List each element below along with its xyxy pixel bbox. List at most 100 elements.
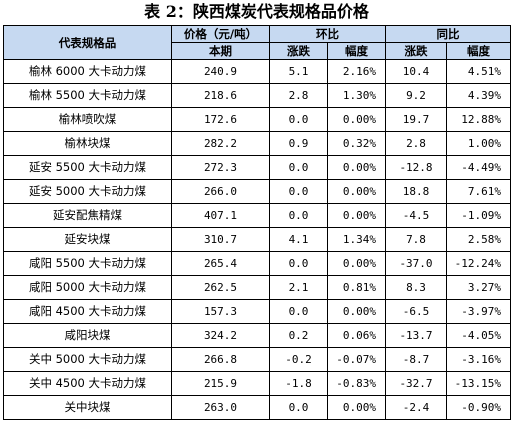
table-row: 延安配焦精煤 407.1 0.0 0.00% -4.5 -1.09%	[3, 203, 511, 228]
cell-price: 263.0	[171, 395, 270, 420]
cell-mom-change: 0.0	[269, 395, 328, 420]
cell-name: 关中 5000 大卡动力煤	[3, 347, 172, 372]
cell-price: 324.2	[171, 323, 270, 348]
table-row: 榆林喷吹煤 172.6 0.0 0.00% 19.7 12.88%	[3, 107, 511, 132]
cell-yoy-pct: 2.58%	[446, 227, 511, 252]
cell-yoy-change: 8.3	[385, 275, 447, 300]
cell-mom-pct: 2.16%	[327, 59, 386, 84]
header-mom-change: 涨跌	[269, 42, 328, 60]
cell-mom-change: 0.0	[269, 299, 328, 324]
cell-mom-pct: -0.83%	[327, 371, 386, 396]
cell-mom-pct: 0.00%	[327, 203, 386, 228]
cell-price: 282.2	[171, 131, 270, 156]
cell-yoy-change: -8.7	[385, 347, 447, 372]
cell-name: 延安块煤	[3, 227, 172, 252]
cell-yoy-change: -2.4	[385, 395, 447, 420]
cell-mom-change: 0.0	[269, 179, 328, 204]
table-row: 咸阳块煤 324.2 0.2 0.06% -13.7 -4.05%	[3, 323, 511, 348]
header-yoy-change: 涨跌	[385, 42, 447, 60]
cell-yoy-pct: -4.49%	[446, 155, 511, 180]
cell-mom-pct: 0.00%	[327, 155, 386, 180]
cell-mom-pct: 1.30%	[327, 83, 386, 108]
table-row: 榆林 5500 大卡动力煤 218.6 2.8 1.30% 9.2 4.39%	[3, 83, 511, 108]
cell-price: 310.7	[171, 227, 270, 252]
table-row: 咸阳 5000 大卡动力煤 262.5 2.1 0.81% 8.3 3.27%	[3, 275, 511, 300]
header-yoy: 同比	[385, 25, 511, 43]
table-row: 榆林块煤 282.2 0.9 0.32% 2.8 1.00%	[3, 131, 511, 156]
cell-mom-change: 0.9	[269, 131, 328, 156]
cell-mom-change: 0.0	[269, 107, 328, 132]
cell-mom-change: 5.1	[269, 59, 328, 84]
cell-price: 266.8	[171, 347, 270, 372]
cell-yoy-change: -13.7	[385, 323, 447, 348]
cell-yoy-change: -4.5	[385, 203, 447, 228]
cell-mom-change: 0.2	[269, 323, 328, 348]
cell-name: 延安 5500 大卡动力煤	[3, 155, 172, 180]
cell-yoy-pct: -3.97%	[446, 299, 511, 324]
cell-mom-change: 2.8	[269, 83, 328, 108]
table-row: 延安块煤 310.7 4.1 1.34% 7.8 2.58%	[3, 227, 511, 252]
cell-mom-change: 0.0	[269, 251, 328, 276]
cell-yoy-pct: -12.24%	[446, 251, 511, 276]
table-row: 咸阳 5500 大卡动力煤 265.4 0.0 0.00% -37.0 -12.24%	[3, 251, 511, 276]
cell-mom-change: -1.8	[269, 371, 328, 396]
cell-yoy-pct: -1.09%	[446, 203, 511, 228]
header-period: 本期	[171, 42, 270, 60]
cell-price: 266.0	[171, 179, 270, 204]
cell-name: 延安配焦精煤	[3, 203, 172, 228]
header-name: 代表规格品	[3, 25, 172, 60]
cell-name: 咸阳 5000 大卡动力煤	[3, 275, 172, 300]
cell-name: 榆林 5500 大卡动力煤	[3, 83, 172, 108]
cell-name: 榆林 6000 大卡动力煤	[3, 59, 172, 84]
cell-name: 榆林喷吹煤	[3, 107, 172, 132]
table-row: 榆林 6000 大卡动力煤 240.9 5.1 2.16% 10.4 4.51%	[3, 59, 511, 84]
cell-mom-pct: 0.00%	[327, 299, 386, 324]
header-mom: 环比	[269, 25, 386, 43]
cell-yoy-change: -12.8	[385, 155, 447, 180]
cell-mom-change: -0.2	[269, 347, 328, 372]
cell-yoy-change: 19.7	[385, 107, 447, 132]
cell-mom-pct: 0.32%	[327, 131, 386, 156]
cell-mom-pct: 0.06%	[327, 323, 386, 348]
table-row: 关中 4500 大卡动力煤 215.9 -1.8 -0.83% -32.7 -13.15%	[3, 371, 511, 396]
cell-price: 262.5	[171, 275, 270, 300]
cell-price: 215.9	[171, 371, 270, 396]
cell-name: 咸阳 4500 大卡动力煤	[3, 299, 172, 324]
cell-price: 157.3	[171, 299, 270, 324]
cell-mom-pct: 1.34%	[327, 227, 386, 252]
cell-mom-pct: 0.00%	[327, 395, 386, 420]
cell-price: 218.6	[171, 83, 270, 108]
cell-mom-pct: 0.00%	[327, 179, 386, 204]
cell-yoy-change: -32.7	[385, 371, 447, 396]
cell-yoy-pct: 12.88%	[446, 107, 511, 132]
header-yoy-range: 幅度	[446, 42, 511, 60]
cell-mom-pct: 0.00%	[327, 251, 386, 276]
cell-yoy-change: 10.4	[385, 59, 447, 84]
cell-name: 关中 4500 大卡动力煤	[3, 371, 172, 396]
cell-mom-change: 2.1	[269, 275, 328, 300]
cell-yoy-pct: 4.51%	[446, 59, 511, 84]
cell-price: 240.9	[171, 59, 270, 84]
header-mom-range: 幅度	[327, 42, 386, 60]
cell-mom-change: 4.1	[269, 227, 328, 252]
cell-yoy-pct: -0.90%	[446, 395, 511, 420]
cell-yoy-change: 7.8	[385, 227, 447, 252]
cell-price: 407.1	[171, 203, 270, 228]
table-row: 关中 5000 大卡动力煤 266.8 -0.2 -0.07% -8.7 -3.16%	[3, 347, 511, 372]
cell-price: 272.3	[171, 155, 270, 180]
cell-name: 咸阳 5500 大卡动力煤	[3, 251, 172, 276]
table-body: 榆林 6000 大卡动力煤 240.9 5.1 2.16% 10.4 4.51% 榆林 55…	[3, 59, 511, 420]
cell-name: 榆林块煤	[3, 131, 172, 156]
cell-mom-pct: 0.81%	[327, 275, 386, 300]
cell-yoy-pct: 4.39%	[446, 83, 511, 108]
cell-yoy-pct: 3.27%	[446, 275, 511, 300]
cell-mom-pct: -0.07%	[327, 347, 386, 372]
cell-mom-change: 0.0	[269, 155, 328, 180]
table-row: 延安 5500 大卡动力煤 272.3 0.0 0.00% -12.8 -4.49%	[3, 155, 511, 180]
cell-yoy-change: 9.2	[385, 83, 447, 108]
header-price: 价格（元/吨）	[171, 25, 270, 43]
table-row: 延安 5000 大卡动力煤 266.0 0.0 0.00% 18.8 7.61%	[3, 179, 511, 204]
cell-yoy-change: 18.8	[385, 179, 447, 204]
cell-yoy-change: 2.8	[385, 131, 447, 156]
cell-mom-change: 0.0	[269, 203, 328, 228]
